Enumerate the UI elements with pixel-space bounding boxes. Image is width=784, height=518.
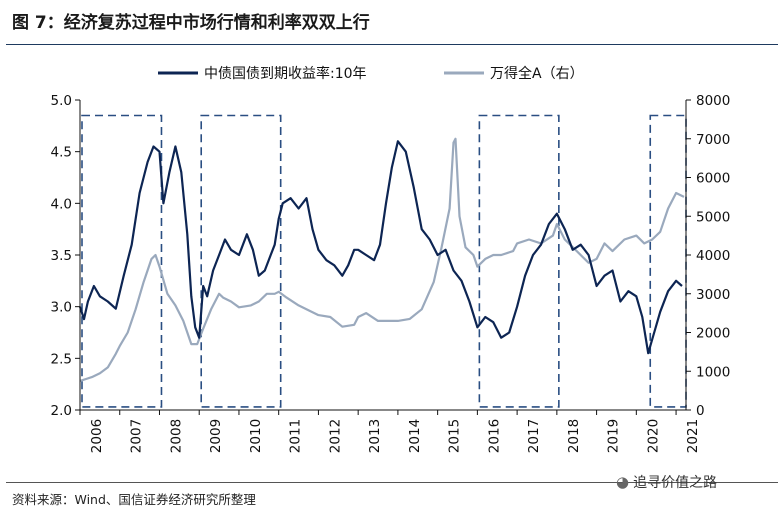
x-tick-label: 2011: [288, 419, 304, 453]
left-tick-label: 3.5: [51, 248, 72, 264]
x-tick-label: 2018: [566, 419, 582, 453]
right-tick-label: 1000: [696, 364, 730, 380]
series-line-wind-a: [79, 137, 685, 382]
highlight-box-1: [81, 114, 163, 408]
right-tick-label: 0: [696, 403, 705, 419]
axes: 2.0 2.5 3.0 3.5 4.0 4.5 5.0 0 1000 2000 3000 4000 50…: [51, 93, 731, 453]
left-tick-label: 3.0: [51, 300, 72, 316]
watermark-text: 追寻价值之路: [633, 475, 718, 491]
highlight-box-4: [649, 114, 687, 408]
right-tick-label: 6000: [696, 171, 730, 187]
left-tick-label: 2.5: [51, 351, 72, 367]
series-line-yield: [78, 140, 683, 355]
x-tick-label: 2019: [606, 419, 622, 453]
right-tick-label: 4000: [696, 248, 730, 264]
right-tick-label: 2000: [696, 326, 730, 342]
x-tick-label: 2007: [129, 419, 145, 453]
x-tick-label: 2009: [208, 419, 224, 453]
series-lines: [78, 137, 685, 382]
legend: 中债国债到期收益率:10年 万得全A（右）: [158, 65, 584, 82]
left-tick-label: 5.0: [51, 93, 72, 109]
title-rule: [6, 44, 778, 46]
watermark: ◕ 追寻价值之路: [616, 472, 717, 492]
x-tick-label: 2014: [407, 419, 423, 453]
left-tick-label: 4.5: [51, 145, 72, 161]
right-tick-label: 7000: [696, 132, 730, 148]
x-tick-label: 2010: [248, 419, 264, 453]
x-tick-label: 2017: [526, 419, 542, 453]
source-note: 资料来源：Wind、国信证券经济研究所整理: [12, 492, 256, 507]
right-tick-label: 5000: [696, 209, 730, 225]
legend-label-1: 中债国债到期收益率:10年: [204, 65, 367, 82]
yield-vs-market-chart: 2.0 2.5 3.0 3.5 4.0 4.5 5.0 0 1000 2000 3000 4000 50…: [51, 65, 731, 453]
figure-title: 图 7：经济复苏过程中市场行情和利率双双上行: [12, 13, 370, 33]
bottom-rule: [6, 482, 778, 483]
wechat-icon: ◕: [616, 473, 630, 491]
highlight-boxes: [81, 114, 687, 408]
x-tick-label: 2020: [645, 419, 661, 453]
right-tick-label: 8000: [696, 93, 730, 109]
left-tick-label: 2.0: [51, 403, 72, 419]
x-tick-label: 2015: [447, 419, 463, 453]
x-tick-label: 2012: [327, 419, 343, 453]
x-tick-label: 2008: [168, 419, 184, 453]
highlight-box-2: [200, 114, 282, 408]
x-tick-label: 2013: [367, 419, 383, 453]
x-tick-label: 2021: [685, 419, 701, 453]
highlight-box-3: [478, 114, 560, 408]
x-tick-label: 2006: [89, 419, 105, 453]
left-tick-label: 4.0: [51, 196, 72, 212]
x-tick-label: 2016: [486, 419, 502, 453]
right-tick-label: 3000: [696, 287, 730, 303]
legend-label-2: 万得全A（右）: [490, 65, 584, 82]
